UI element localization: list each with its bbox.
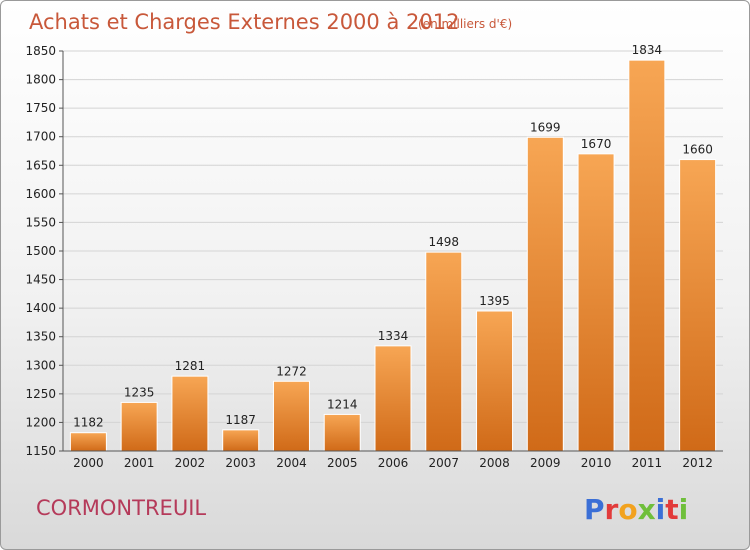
y-tick-label: 1850 bbox=[25, 44, 56, 58]
bar-2005 bbox=[323, 413, 361, 452]
data-label-2007: 1498 bbox=[428, 235, 459, 249]
logo-letter: P bbox=[584, 493, 605, 526]
x-tick-label: 2004 bbox=[276, 456, 307, 470]
data-label-2009: 1699 bbox=[530, 120, 561, 134]
y-tick-label: 1600 bbox=[25, 187, 56, 201]
y-tick-label: 1400 bbox=[25, 301, 56, 315]
data-label-2004: 1272 bbox=[276, 364, 307, 378]
logo-letter: i bbox=[656, 493, 666, 526]
chart-title: Achats et Charges Externes 2000 à 2012 bbox=[29, 10, 459, 34]
data-label-2006: 1334 bbox=[378, 329, 409, 343]
bars: 1182 1235 1281 1187 1272 1214 1334 1498 1395 1699… bbox=[69, 43, 717, 452]
x-tick-label: 2011 bbox=[632, 456, 663, 470]
data-label-2012: 1660 bbox=[682, 143, 713, 157]
y-tick-label: 1500 bbox=[25, 244, 56, 258]
y-tick-label: 1250 bbox=[25, 387, 56, 401]
x-tick-label: 2001 bbox=[124, 456, 155, 470]
x-tick-label: 2012 bbox=[682, 456, 713, 470]
logo-letter: i bbox=[679, 493, 689, 526]
data-label-2001: 1235 bbox=[124, 385, 155, 399]
proxiti-logo: Proxiti bbox=[584, 493, 688, 526]
bar-2003 bbox=[222, 429, 260, 452]
x-axis: 2000 2001 2002 2003 2004 2005 2006 2007 2008 2009… bbox=[63, 450, 723, 470]
x-tick-label: 2000 bbox=[73, 456, 104, 470]
y-tick-label: 1150 bbox=[25, 444, 56, 458]
y-tick-label: 1200 bbox=[25, 415, 56, 429]
data-label-2003: 1187 bbox=[225, 413, 256, 427]
bar-2007 bbox=[425, 251, 463, 452]
x-tick-label: 2002 bbox=[175, 456, 206, 470]
x-tick-label: 2009 bbox=[530, 456, 561, 470]
logo-letter: r bbox=[605, 493, 619, 526]
logo-letter: o bbox=[618, 493, 637, 526]
bar-2000 bbox=[69, 432, 107, 452]
y-tick-label: 1350 bbox=[25, 330, 56, 344]
data-label-2011: 1834 bbox=[632, 43, 663, 57]
x-tick-label: 2010 bbox=[581, 456, 612, 470]
x-tick-label: 2008 bbox=[479, 456, 510, 470]
y-tick-label: 1750 bbox=[25, 101, 56, 115]
bar-2011 bbox=[628, 59, 666, 452]
bar-2004 bbox=[272, 380, 310, 452]
bar-2012 bbox=[679, 159, 717, 452]
x-tick-label: 2005 bbox=[327, 456, 358, 470]
y-axis: 1150 1200 1250 1300 1350 1400 1450 1500 1550 1600… bbox=[25, 44, 64, 458]
bar-2010 bbox=[577, 153, 615, 452]
bar-2002 bbox=[171, 375, 209, 452]
y-tick-label: 1650 bbox=[25, 158, 56, 172]
data-label-2002: 1281 bbox=[175, 359, 206, 373]
commune-name: CORMONTREUIL bbox=[36, 496, 206, 520]
bar-2001 bbox=[120, 401, 158, 452]
bar-2006 bbox=[374, 345, 412, 452]
y-tick-label: 1700 bbox=[25, 130, 56, 144]
y-tick-label: 1550 bbox=[25, 215, 56, 229]
data-label-2005: 1214 bbox=[327, 397, 358, 411]
logo-letter: x bbox=[638, 493, 656, 526]
chart-subtitle: (en milliers d'€) bbox=[418, 17, 512, 31]
data-label-2008: 1395 bbox=[479, 294, 510, 308]
data-label-2000: 1182 bbox=[73, 416, 104, 430]
y-tick-label: 1450 bbox=[25, 273, 56, 287]
data-label-2010: 1670 bbox=[581, 137, 612, 151]
bar-2009 bbox=[526, 136, 564, 452]
y-tick-label: 1300 bbox=[25, 358, 56, 372]
logo-letter: t bbox=[665, 493, 678, 526]
y-tick-label: 1800 bbox=[25, 73, 56, 87]
x-tick-label: 2006 bbox=[378, 456, 409, 470]
gridlines bbox=[63, 50, 723, 452]
x-tick-label: 2003 bbox=[225, 456, 256, 470]
x-tick-label: 2007 bbox=[428, 456, 459, 470]
bar-2008 bbox=[476, 310, 514, 452]
